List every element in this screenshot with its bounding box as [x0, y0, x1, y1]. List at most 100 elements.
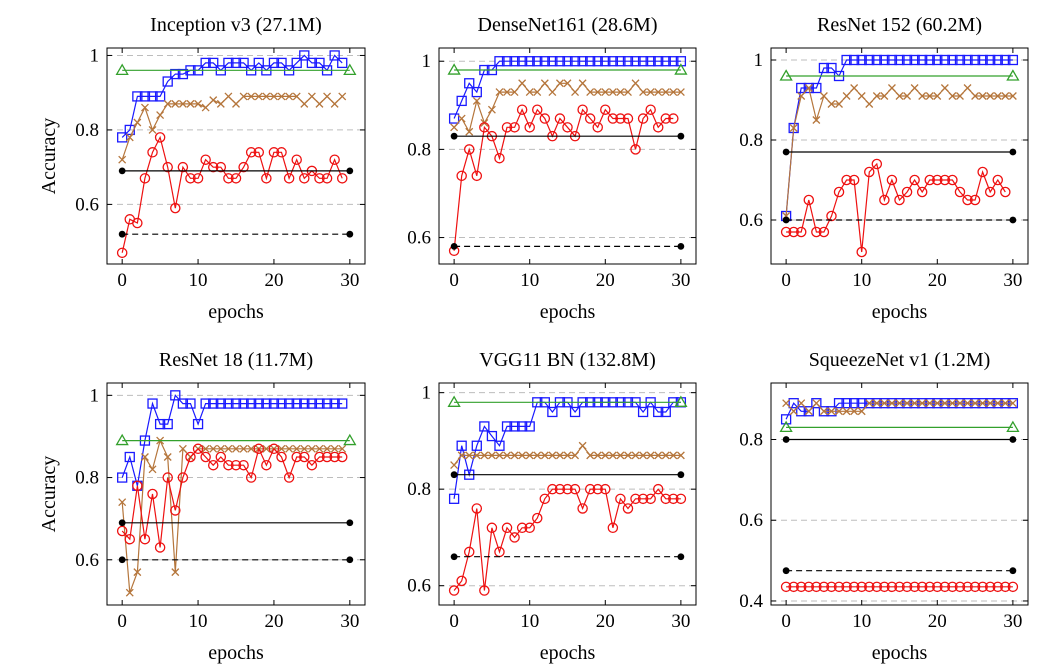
circle-marker: [803, 194, 815, 206]
square-marker: [524, 421, 535, 432]
square-marker: [630, 56, 641, 67]
dot-marker: [782, 436, 790, 443]
cross-marker: [895, 399, 904, 408]
circle-marker: [547, 483, 558, 495]
circle-marker: [147, 488, 158, 500]
square-marker: [509, 421, 520, 432]
circle-marker: [864, 581, 875, 593]
circle-marker: [283, 173, 295, 184]
y-tick-label: 0.4: [739, 591, 763, 612]
dot-marker: [782, 567, 790, 575]
circle-marker: [652, 483, 664, 495]
cross-marker: [933, 92, 942, 100]
circle-marker: [916, 581, 928, 593]
circle-marker: [630, 493, 641, 505]
cross-marker: [457, 451, 466, 460]
circle-marker: [569, 483, 581, 495]
cross-marker: [993, 92, 1002, 100]
triangle-marker: [447, 395, 461, 407]
cross-marker: [563, 451, 572, 460]
square-marker: [268, 57, 280, 69]
square-marker: [841, 54, 852, 66]
cross-marker: [1001, 92, 1010, 100]
circle-marker: [245, 472, 257, 483]
circle-marker: [539, 113, 551, 124]
cross-marker: [608, 451, 617, 460]
square-marker: [901, 54, 913, 66]
square-marker: [306, 57, 318, 69]
cross-marker: [842, 407, 851, 416]
circle-marker: [162, 472, 173, 483]
plot-frame: [770, 47, 1029, 265]
triangle-marker: [115, 63, 129, 75]
x-tick-label: 0: [449, 270, 459, 291]
square-marker: [939, 54, 951, 66]
cross-marker: [789, 407, 798, 416]
cross-marker: [631, 79, 640, 88]
circle-marker: [886, 581, 898, 593]
square-marker: [977, 54, 988, 66]
series-line: [785, 402, 1013, 420]
cross-marker: [555, 79, 564, 88]
cross-marker: [669, 451, 678, 460]
square-marker: [268, 398, 280, 409]
square-marker: [276, 57, 287, 69]
cross-marker: [330, 99, 339, 108]
circle-marker: [675, 493, 687, 505]
chart-title: ResNet 18 (11.7M): [159, 349, 313, 371]
square-marker: [833, 398, 845, 409]
x-tick-label: 20: [928, 611, 947, 632]
circle-marker: [479, 122, 490, 133]
cross-marker: [262, 444, 271, 453]
square-marker: [539, 56, 550, 67]
x-tick-label: 10: [189, 611, 208, 632]
circle-marker: [848, 174, 860, 186]
circle-marker: [969, 581, 981, 593]
square-marker: [238, 57, 249, 69]
circle-marker: [486, 522, 498, 534]
x-tick-label: 10: [189, 270, 208, 291]
cross-marker: [338, 92, 347, 101]
square-marker: [162, 418, 173, 430]
cross-marker: [827, 100, 836, 108]
square-marker: [448, 493, 460, 504]
circle-marker: [577, 104, 588, 115]
cross-marker: [940, 84, 949, 92]
square-marker: [841, 398, 852, 409]
cross-marker: [510, 88, 519, 97]
circle-marker: [215, 451, 227, 463]
circle-marker: [992, 581, 1004, 593]
chart-panel: ResNet 152 (60.2M) 0 10 20 30 0.6 0.8 1 epochs: [739, 14, 1029, 323]
x-tick-label: 10: [520, 270, 539, 291]
square-marker: [246, 398, 257, 409]
circle-marker: [283, 472, 295, 483]
square-marker: [856, 54, 867, 66]
x-tick-label: 30: [1003, 270, 1022, 291]
square-marker: [215, 398, 226, 409]
x-tick-label: 10: [852, 270, 871, 291]
circle-marker: [818, 581, 830, 593]
square-marker: [291, 57, 302, 69]
cross-marker: [933, 399, 942, 408]
square-marker: [660, 56, 671, 67]
circle-marker: [554, 483, 566, 495]
cross-marker: [171, 568, 180, 577]
square-marker: [291, 398, 302, 409]
dot-marker: [677, 132, 685, 140]
cross-marker: [948, 399, 957, 408]
series-black-dot: [118, 167, 354, 175]
circle-marker: [833, 581, 845, 593]
square-marker: [615, 56, 626, 67]
cross-marker: [533, 451, 542, 460]
square-marker: [494, 56, 505, 67]
square-marker: [276, 398, 287, 409]
cross-marker: [487, 451, 496, 460]
series-black-dot: [118, 519, 354, 527]
circle-marker: [562, 483, 573, 495]
x-tick-label: 0: [781, 611, 791, 632]
x-tick-label: 0: [781, 270, 791, 291]
cross-marker: [201, 444, 210, 453]
square-marker: [170, 68, 181, 80]
square-marker: [985, 54, 996, 66]
square-marker: [154, 91, 166, 102]
